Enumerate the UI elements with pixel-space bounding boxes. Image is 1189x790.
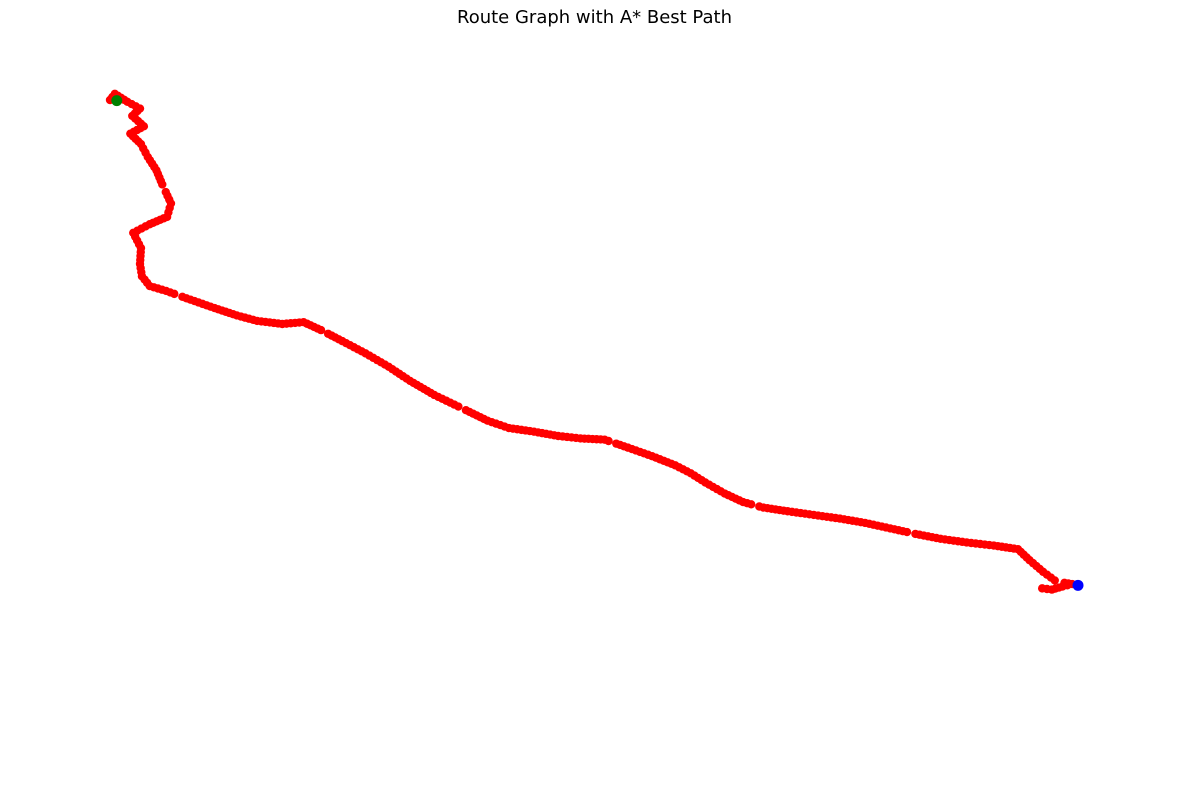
path-markers	[105, 89, 1077, 594]
goal-node-marker	[1072, 579, 1084, 591]
path-point	[604, 436, 613, 446]
start-node-marker	[111, 95, 123, 107]
path-point	[158, 180, 167, 189]
path-point	[902, 527, 912, 537]
path-point	[1050, 576, 1059, 585]
path-point	[170, 289, 179, 299]
path-point	[747, 500, 756, 509]
path-point	[316, 325, 326, 335]
path-point	[1037, 584, 1047, 593]
chart-title: Route Graph with A* Best Path	[457, 7, 732, 28]
path-point	[454, 402, 463, 411]
